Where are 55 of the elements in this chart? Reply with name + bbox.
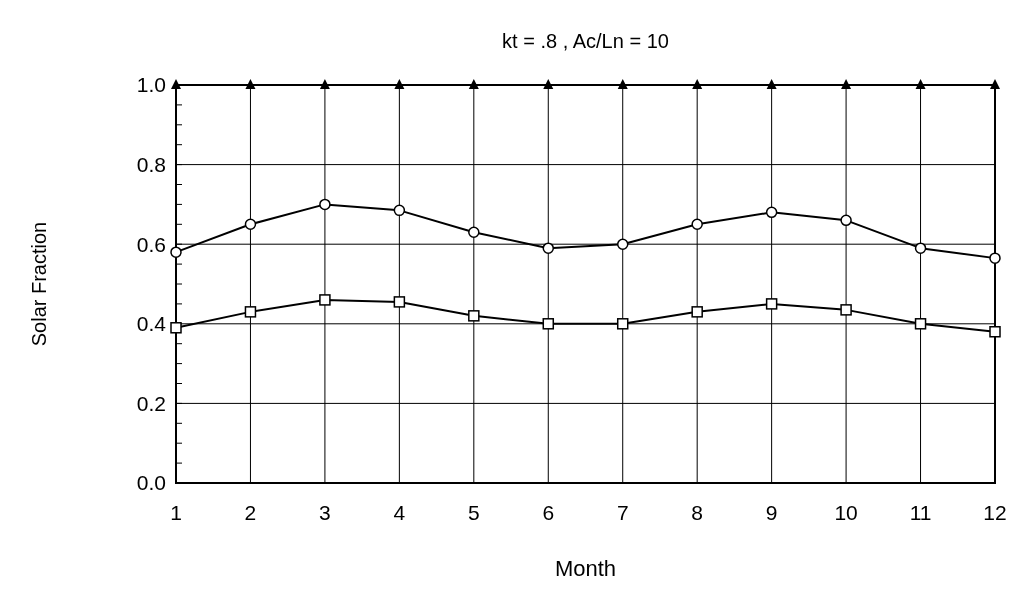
point	[691, 218, 703, 231]
y-tick-label: 1.0	[136, 73, 166, 97]
y-tick-label: 0.4	[136, 312, 167, 336]
point	[914, 318, 927, 330]
point	[468, 79, 479, 89]
x-tick-label: 4	[393, 501, 406, 525]
point	[394, 79, 405, 89]
x-tick-label: 9	[765, 501, 778, 525]
x-tick-label: 2	[244, 501, 257, 525]
y-tick-label: 0.0	[136, 471, 166, 495]
point	[692, 79, 703, 89]
x-tick-label: 3	[319, 501, 331, 525]
point	[914, 242, 927, 254]
point	[244, 306, 257, 318]
point	[393, 204, 406, 217]
point	[616, 318, 629, 330]
y-tick-label: 0.6	[136, 232, 166, 256]
x-tick-label: 5	[467, 501, 480, 525]
point	[542, 318, 555, 330]
x-tick-label: 1	[170, 501, 182, 525]
point	[543, 79, 554, 89]
point	[319, 198, 331, 211]
x-tick-label: 12	[983, 501, 1007, 525]
point	[989, 326, 1001, 338]
point	[989, 252, 1001, 264]
x-tick-label: 8	[691, 501, 704, 525]
point	[616, 238, 629, 250]
point	[766, 79, 777, 89]
point	[765, 298, 778, 310]
point	[691, 306, 703, 318]
chart-title: kt = .8 , Ac/Ln = 10	[502, 30, 669, 52]
point	[990, 79, 1000, 89]
point	[840, 214, 852, 227]
x-tick-label: 10	[834, 501, 858, 525]
point	[393, 296, 406, 308]
point	[319, 294, 331, 306]
point	[840, 304, 852, 316]
x-tick-label: 6	[542, 501, 555, 525]
point	[244, 218, 257, 231]
y-tick-label: 0.8	[136, 152, 166, 176]
x-axis-title: Month	[554, 556, 617, 581]
point	[841, 79, 852, 89]
y-tick-label: 0.2	[136, 391, 166, 415]
point	[542, 242, 555, 254]
point	[468, 310, 480, 322]
point	[617, 79, 628, 89]
y-axis-title: Solar Fraction	[28, 221, 50, 347]
point	[468, 226, 480, 239]
point	[319, 79, 330, 89]
point	[915, 79, 926, 89]
x-tick-label: 7	[616, 501, 629, 525]
point	[171, 79, 181, 89]
point	[245, 79, 256, 89]
x-tick-label: 11	[909, 501, 932, 525]
point	[765, 206, 778, 219]
